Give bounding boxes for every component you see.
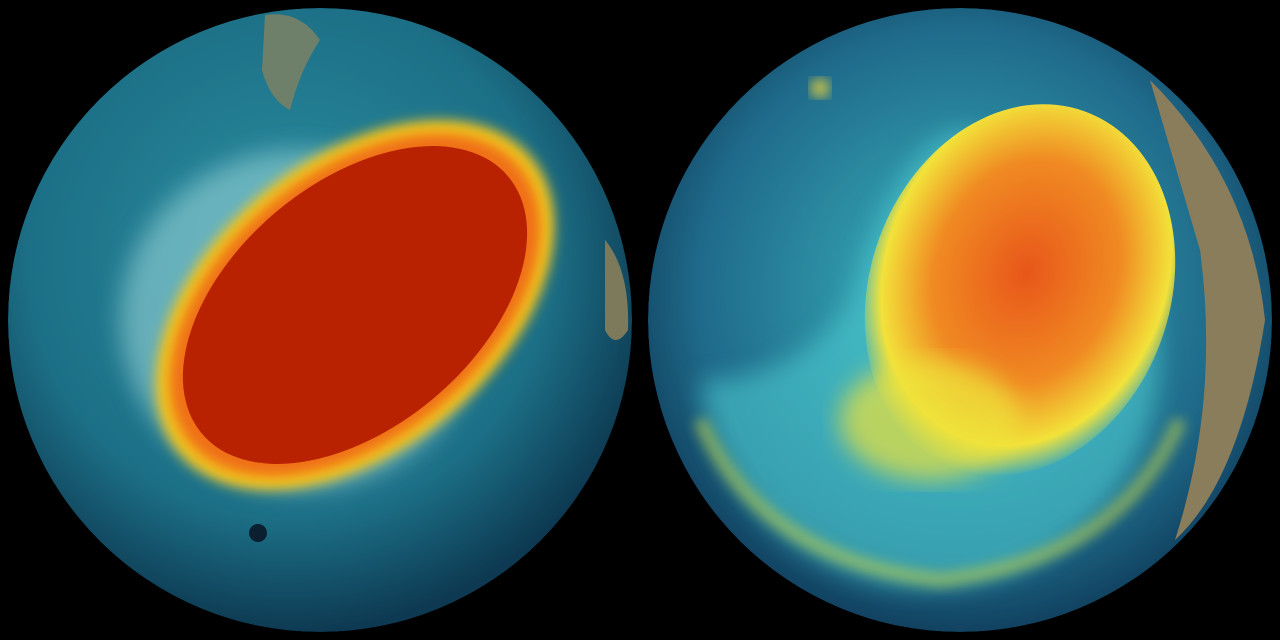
left-eddy (249, 524, 267, 542)
right-vortex-tail (840, 360, 1020, 480)
left-vortex-core (182, 146, 528, 464)
right-globe (648, 8, 1272, 632)
right-landmass (1150, 80, 1265, 540)
right-eddy (810, 78, 830, 98)
left-globe (8, 8, 632, 632)
left-landmass-edge (605, 240, 629, 340)
left-landmass (262, 14, 320, 111)
right-band-arc (693, 417, 1187, 588)
